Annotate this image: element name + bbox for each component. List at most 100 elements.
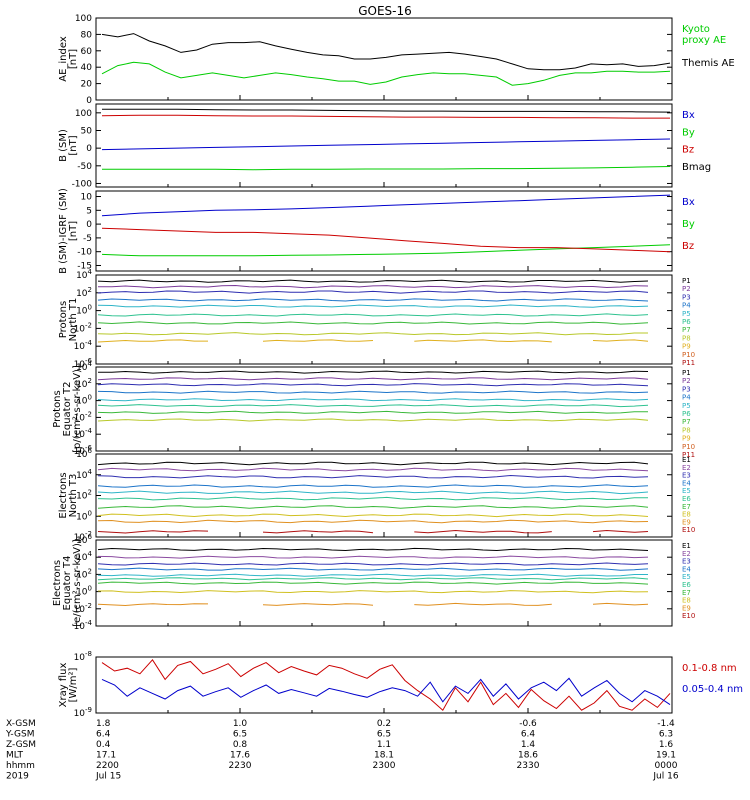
panel-4-series-p2 [97,377,649,381]
time-axis-value: Jul 15 [95,772,121,782]
panel-1-series-by [102,166,671,171]
panel-5-legend-item: E10 [682,526,695,534]
panel-6-series-e4 [97,567,649,571]
time-axis-value: -0.6 [519,719,537,729]
panel-6-ylabel: ElectronsEquator T4[e/(cm²-s-sr-keV)] [52,539,83,627]
panel-5-legend-item: E9 [682,518,691,526]
panel-6-series-e9-seg1 [262,603,374,606]
panel-0-ytick-label: 100 [75,14,92,24]
panel-1-legend-item: Bmag [682,162,711,173]
panel-6-series-e9-seg2 [414,602,552,606]
panel-0-ytick-label: 60 [81,47,93,57]
panel-7-ytick-label: 10-8 [74,650,92,663]
panel-6-series-e1 [97,547,649,552]
time-axis-value: 1.8 [96,719,111,729]
panel-5-frame [95,453,673,538]
time-axis-value: 19.1 [656,751,676,761]
panel-2-ytick-label: 10 [81,193,93,203]
time-axis-row-label: MLT [6,751,24,761]
panel-1-series-bmag [102,108,671,113]
time-axis-value: 18.1 [374,751,394,761]
panel-4-series-p8 [97,418,649,422]
panel-5-series-e7 [97,505,649,509]
panel-5-series-e10-seg1 [262,530,374,534]
panel-2-series-bx [101,194,671,217]
panel-5-legend-item: E6 [682,495,691,503]
panel-1-series-bz [101,114,670,119]
panel-4-series-p4 [97,390,649,394]
panel-1-legend-item: Bz [682,145,694,156]
panel-7-legend-item: 0.1-0.8 nm [682,663,737,674]
time-axis-row-label: X-GSM [6,719,36,729]
panel-5-series-e6 [97,496,649,501]
panel-1-ylabel: B (SM)[nT] [58,129,79,162]
panel-2-series-by [101,244,671,257]
panel-5-series-e2 [97,467,649,472]
panel-0-ytick-label: 80 [81,30,93,40]
time-axis-row-label: Z-GSM [6,740,36,750]
panel-5-series-e10-seg2 [414,529,552,534]
panel-6-series-e3 [97,562,649,566]
panel-4-legend-item: P10 [682,443,695,451]
panel-5-ylabel: ElectronsNorth T3 [58,472,79,518]
panel-3-ylabel: ProtonsNorth T1 [58,298,79,342]
panel-2-ytick-label: -15 [77,261,92,271]
panel-3-frame [95,274,673,365]
time-axis-value: 6.5 [377,730,391,740]
panel-6-legend-item: E1 [682,542,691,550]
time-axis-value: 1.1 [377,740,391,750]
panel-3-ytick-label: 102 [76,286,92,299]
panel-2-ylabel: B (SM)-IGRF (SM)[nT] [58,188,79,274]
panel-5-series-e9 [97,519,649,524]
panel-2-ytick-label: -10 [77,248,92,258]
panel-5-series-e3 [97,474,649,479]
time-axis-value: 17.6 [230,751,250,761]
panel-3-series-p9-seg3 [592,339,649,342]
panel-7-ylabel: Xray flux[W/m²] [58,663,79,708]
panel-5-series-e10-seg0 [97,530,209,534]
panel-5-series-e1 [97,461,649,466]
panel-5-legend-item: E4 [682,479,691,487]
panel-3-legend-item: P3 [682,293,691,301]
panel-6-legend-item: E2 [682,550,691,558]
panel-7-ytick-label: 10-9 [74,706,92,719]
time-axis-value: 0000 [655,761,678,771]
panel-7-frame [95,656,673,714]
time-axis-value: 6.4 [96,730,111,740]
panel-4-legend-item: P8 [682,426,691,434]
panel-4-frame [95,366,673,452]
panel-2-legend-item: By [682,219,695,230]
panel-0-legend-item: Themis AE [681,58,735,69]
time-axis-value: 1.0 [233,719,248,729]
panel-1-ytick-label: 100 [75,109,92,119]
panel-3-series-p4 [97,298,649,302]
panel-4-legend-item: P9 [682,435,691,443]
panel-3-legend-item: P6 [682,318,691,326]
panel-4-series-p3 [97,383,649,387]
time-axis-value: -1.4 [657,719,675,729]
panel-5-series-e10-seg3 [592,529,649,533]
panel-6-series-e8 [97,590,649,594]
panel-3-series-p9-seg0 [97,339,208,343]
panel-1-ytick-label: 50 [81,126,93,136]
panel-4-legend-item: P11 [682,451,695,459]
panel-3-legend-item: P4 [682,302,691,310]
panel-6-legend-item: E3 [682,558,691,566]
panel-5-series-e8 [97,513,649,518]
panel-6-series-e9-seg3 [592,602,649,606]
panel-3-legend-item: P8 [682,334,691,342]
panel-3-series-p3 [97,290,649,294]
panel-0-ylabel: AE_index[nT] [58,36,79,82]
panel-5-series-e4 [97,484,649,488]
time-axis-value: 18.6 [518,751,538,761]
panel-0-series-themisae [101,33,671,71]
panel-4-legend-item: P2 [682,377,691,385]
panel-3-series-p8 [97,332,648,336]
panel-3-legend-item: P11 [682,359,695,367]
panel-5-legend-item: E8 [682,511,691,519]
panel-5-legend-item: E5 [682,487,691,495]
panel-6-series-e6 [97,577,649,581]
panel-3-legend-item: P10 [682,351,695,359]
panel-4-legend-item: P1 [682,369,691,377]
panel-0-series-kyotoproxyae [101,61,671,86]
